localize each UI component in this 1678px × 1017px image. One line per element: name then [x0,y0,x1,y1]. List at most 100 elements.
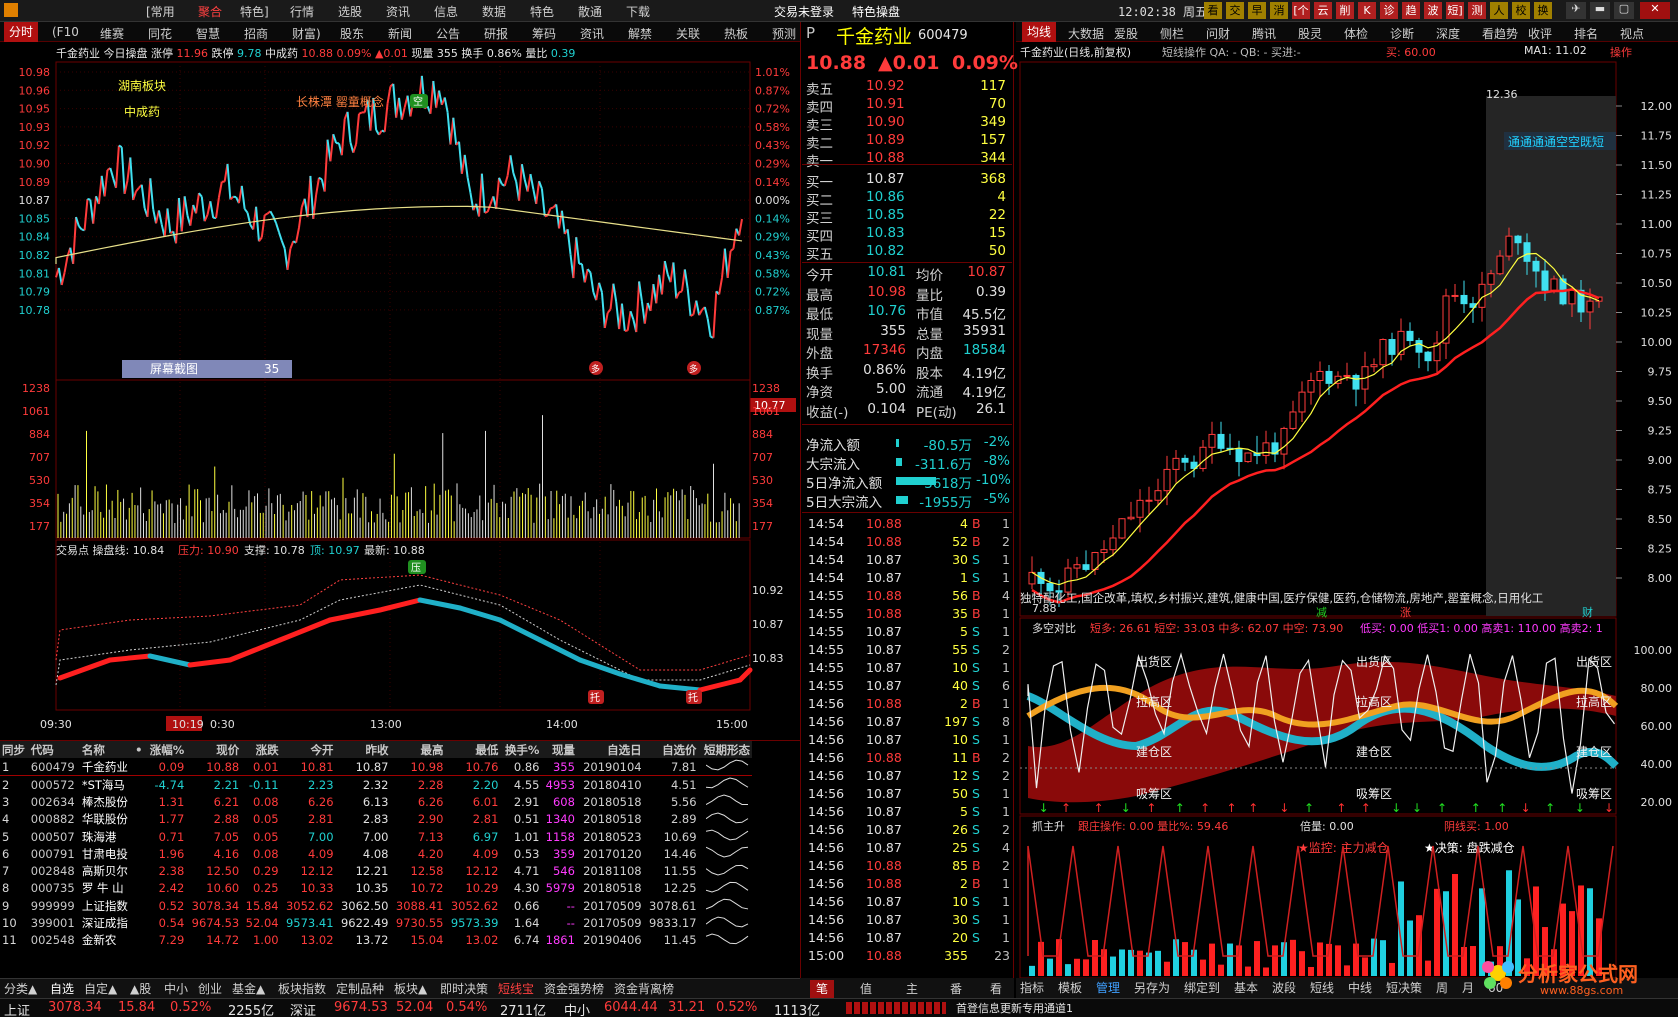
menu-feature[interactable]: 特色] [240,5,269,19]
shortcut-button-0[interactable]: 看 [1204,2,1222,19]
menu-data[interactable]: 数据 [482,5,507,19]
menu-download[interactable]: 下载 [626,5,651,19]
menu-stock-picker[interactable]: 选股 [338,5,363,19]
right-bottom-tab-10[interactable]: 周 [1436,981,1449,995]
bid-row[interactable]: 买五 10.82 50 [806,243,1012,263]
right-tab-12[interactable]: 排名 [1574,27,1599,41]
stat-row[interactable]: 换手 0.86% 股本 4.19亿 [806,362,1012,382]
close-icon[interactable]: ✕ [1640,2,1670,19]
maximize-icon[interactable]: ▢ [1614,2,1634,19]
right-bottom-tab-4[interactable]: 绑定到 [1184,981,1221,995]
watchlist-col-3[interactable]: • [135,742,143,757]
watchlist-col-15[interactable]: 短期形态 [704,742,750,757]
right-bottom-tab-9[interactable]: 短决策 [1386,981,1423,995]
ask-row[interactable]: 卖一 10.88 344 [806,150,1012,170]
flow-row[interactable]: 净流入额 -80.5万 -2% [806,434,1012,454]
bottom-tab-1[interactable]: 自选 [50,982,75,996]
watchlist-col-14[interactable]: 自选价 [662,742,697,757]
stat-row[interactable]: 净资 5.00 流通 4.19亿 [806,381,1012,401]
shortcut-button-14[interactable]: 校 [1512,2,1530,19]
right-tab-6[interactable]: 股灵 [1298,27,1323,41]
ask-row[interactable]: 卖五 10.92 117 [806,78,1012,98]
intraday-svg[interactable]: 10.98 10.96 10.95 10.93 10.92 10.90 10.89 10.87… [0,60,800,740]
bottom-tab-5[interactable]: 创业 [198,982,223,996]
watchlist-col-4[interactable]: 涨幅% [149,742,185,757]
watchlist-col-13[interactable]: 自选日 [607,742,642,757]
stat-row[interactable]: 现量 355 总量 35931 [806,323,1012,343]
watchlist-col-0[interactable]: 同步 [2,742,25,757]
shortcut-button-11[interactable]: 短] [1446,2,1464,19]
feature-trading[interactable]: 特色操盘 [852,5,901,19]
watchlist-col-9[interactable]: 最高 [420,742,444,757]
left-tab-12[interactable]: 资讯 [580,27,605,41]
stat-row[interactable]: 最低 10.76 市值 45.5亿 [806,303,1012,323]
pin-icon[interactable]: ✈ [1566,2,1586,19]
shortcut-button-5[interactable]: 云 [1314,2,1332,19]
left-tab-7[interactable]: 股东 [340,27,365,41]
bid-row[interactable]: 买四 10.83 15 [806,225,1012,245]
kline-svg[interactable]: 12.00 11.75 11.50 11.25 11.00 10.75 10.50 10.25… [1016,56,1678,978]
watchlist-row[interactable]: 10 399001 深证成指 0.54 9674.53 52.04 9573.41 9622.… [0,914,752,931]
left-tab-4[interactable]: 智慧 [196,27,221,41]
tab-fan[interactable]: 番 [950,982,963,996]
bid-row[interactable]: 买二 10.86 4 [806,189,1012,209]
watchlist-col-10[interactable]: 最低 [475,742,499,757]
flow-row[interactable]: 大宗流入 -311.6万 -8% [806,453,1012,473]
shortcut-button-12[interactable]: 测 [1468,2,1486,19]
watchlist-col-6[interactable]: 涨跌 [255,742,279,757]
bottom-tab-3[interactable]: ▲股 [130,982,152,996]
right-tab-9[interactable]: 深度 [1436,27,1461,41]
watchlist-row[interactable]: 8 000735 罗 牛 山 2.42 10.60 0.25 10.33 10.35 10.72… [0,880,752,897]
shortcut-button-9[interactable]: 趋 [1402,2,1420,19]
right-tab-13[interactable]: 视点 [1620,27,1645,41]
watchlist-col-8[interactable]: 昨收 [365,742,389,757]
flow-row[interactable]: 5日大宗流入 -1955万 -5% [806,491,1012,511]
right-tab-11[interactable]: 收评 [1528,27,1553,41]
ask-row[interactable]: 卖二 10.89 157 [806,132,1012,152]
left-tab-2[interactable]: 维赛 [100,27,125,41]
shortcut-button-3[interactable]: 消 [1270,2,1288,19]
shortcut-button-7[interactable]: K [1358,2,1376,19]
tab-trades[interactable]: 笔 [810,980,835,998]
ask-row[interactable]: 卖三 10.90 349 [806,114,1012,134]
menu-special[interactable]: 特色 [530,5,555,19]
right-tab-2[interactable]: 爱股 [1114,27,1139,41]
shortcut-button-15[interactable]: 换 [1534,2,1552,19]
right-tab-7[interactable]: 体检 [1344,27,1369,41]
bottom-tab-9[interactable]: 板块▲ [394,982,428,996]
right-bottom-tab-5[interactable]: 基本 [1234,981,1259,995]
bottom-tab-6[interactable]: 基金▲ [232,982,266,996]
left-tab-15[interactable]: 热板 [724,27,749,41]
right-tab-10[interactable]: 看趋势 [1482,27,1519,41]
menu-info[interactable]: 信息 [434,5,459,19]
left-tab-9[interactable]: 公告 [436,27,461,41]
stat-row[interactable]: 今开 10.81 均价 10.87 [806,264,1012,284]
trade-login-status[interactable]: 交易未登录 [774,5,835,19]
bottom-tab-0[interactable]: 分类▲ [4,982,38,996]
stat-row[interactable]: 外盘 17346 内盘 18584 [806,342,1012,362]
left-tab-0[interactable]: 分时 [4,22,39,42]
bottom-tab-11[interactable]: 短线宝 [498,982,535,996]
shortcut-button-2[interactable]: 早 [1248,2,1266,19]
shortcut-button-8[interactable]: 诊 [1380,2,1398,19]
shortcut-button-6[interactable]: 削 [1336,2,1354,19]
watchlist-row[interactable]: 2 000572 *ST海马 -4.74 2.21 -0.11 2.23 2.32 2.28 2.… [0,776,752,794]
left-tab-13[interactable]: 解禁 [628,27,653,41]
left-tab-11[interactable]: 筹码 [532,27,557,41]
left-tab-1[interactable]: (F10 [52,25,79,39]
bottom-tab-12[interactable]: 资金强势榜 [544,982,605,996]
watchlist-row[interactable]: 4 000882 华联股份 1.77 2.88 0.05 2.81 2.83 2.90 2.81 0… [0,811,752,828]
left-tab-3[interactable]: 同花 [148,27,173,41]
right-tab-8[interactable]: 诊断 [1390,27,1415,41]
menu-quotes[interactable]: 行情 [290,5,315,19]
shortcut-button-13[interactable]: 人 [1490,2,1508,19]
right-bottom-tab-2[interactable]: 管理 [1096,981,1121,995]
watchlist-row[interactable]: 6 000791 甘肃电投 1.96 4.16 0.08 4.09 4.08 4.20 4.09 0… [0,845,752,862]
tab-value[interactable]: 值 [860,982,873,996]
shortcut-button-1[interactable]: 交 [1226,2,1244,19]
watchlist-row[interactable]: 9 999999 上证指数 0.52 3078.34 15.84 3052.62 3062.5… [0,897,752,914]
watchlist-col-1[interactable]: 代码 [30,742,54,757]
right-bottom-tab-1[interactable]: 模板 [1058,981,1083,995]
bottom-tab-2[interactable]: 自定▲ [84,982,118,996]
right-bottom-tab-7[interactable]: 短线 [1310,981,1335,995]
